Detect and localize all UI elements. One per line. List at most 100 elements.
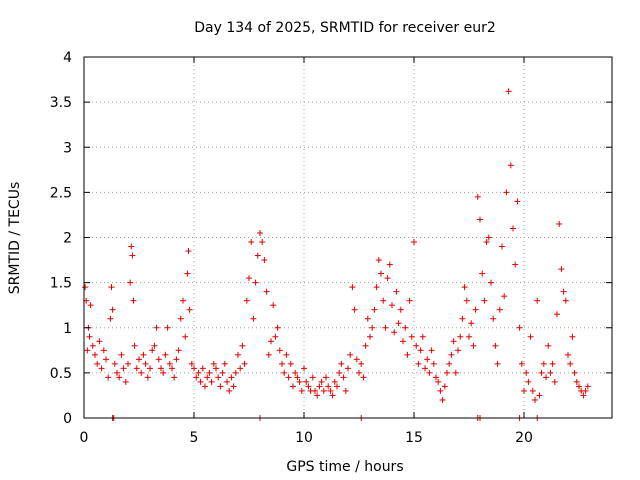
data-point: [136, 356, 142, 363]
data-point: [580, 392, 587, 399]
data-point: [259, 239, 266, 246]
data-point: [567, 360, 574, 367]
data-point: [122, 378, 129, 385]
data-point: [391, 329, 398, 336]
data-point: [492, 342, 499, 349]
data-point: [94, 360, 101, 367]
y-tick-label: 2.5: [50, 185, 72, 201]
data-point: [323, 374, 329, 381]
data-point: [263, 288, 270, 295]
data-point: [268, 338, 274, 345]
data-point: [100, 347, 107, 354]
data-point: [474, 193, 481, 200]
data-point: [274, 324, 281, 331]
data-point: [334, 383, 340, 390]
data-point: [483, 239, 490, 246]
data-point: [318, 378, 325, 385]
data-point: [257, 229, 263, 236]
data-point: [120, 365, 127, 372]
data-point: [358, 360, 365, 367]
data-point: [437, 387, 444, 394]
x-tick-label: 0: [80, 430, 89, 446]
data-point: [127, 279, 134, 286]
data-point: [441, 383, 448, 390]
data-point: [351, 306, 358, 313]
data-point: [400, 338, 406, 345]
data-point: [549, 360, 556, 367]
x-tick-label: 15: [405, 430, 423, 446]
data-points: [82, 88, 591, 421]
data-point: [118, 351, 125, 358]
data-point: [142, 360, 149, 367]
data-point: [250, 315, 257, 322]
data-point: [294, 374, 301, 381]
data-point: [131, 342, 138, 349]
data-point: [185, 248, 192, 255]
data-point: [232, 369, 239, 376]
data-point: [340, 374, 347, 381]
data-point: [448, 351, 455, 358]
data-point: [235, 351, 241, 358]
data-point: [296, 378, 303, 385]
data-point: [395, 320, 402, 327]
data-point: [426, 369, 433, 376]
data-point: [224, 378, 230, 385]
data-point: [536, 392, 543, 399]
data-point: [98, 365, 105, 372]
data-point: [485, 234, 492, 241]
data-point: [488, 279, 494, 286]
data-point: [411, 239, 417, 246]
data-point: [384, 275, 391, 282]
data-point: [210, 360, 217, 367]
data-point: [525, 378, 532, 385]
data-point: [534, 297, 541, 304]
data-point: [435, 378, 442, 385]
data-point: [375, 257, 382, 264]
data-point: [433, 374, 439, 381]
data-point: [503, 189, 510, 196]
data-point: [87, 302, 94, 309]
data-point: [452, 369, 459, 376]
data-point: [499, 243, 505, 250]
data-point: [301, 365, 307, 372]
data-point: [188, 360, 195, 367]
data-point: [116, 374, 123, 381]
data-point: [397, 306, 404, 313]
data-point: [325, 383, 332, 390]
data-point: [439, 396, 446, 403]
data-point: [382, 324, 389, 331]
data-point: [213, 365, 219, 372]
data-point: [516, 324, 523, 331]
data-point: [393, 288, 400, 295]
data-point: [175, 347, 182, 354]
data-point: [290, 383, 296, 390]
x-axis: 0 5 10 15 20: [80, 57, 533, 446]
data-point: [463, 297, 470, 304]
data-point: [521, 387, 527, 394]
data-point: [312, 387, 318, 394]
data-point: [92, 351, 98, 358]
data-point: [367, 333, 373, 340]
data-point: [177, 315, 184, 322]
data-point: [272, 333, 279, 340]
data-point: [140, 351, 147, 358]
data-point: [217, 383, 224, 390]
data-point: [406, 297, 413, 304]
data-point: [169, 365, 175, 372]
data-point: [329, 392, 336, 399]
data-point: [261, 257, 268, 264]
data-point: [430, 360, 437, 367]
data-point: [573, 378, 580, 385]
data-point: [246, 275, 252, 282]
data-point: [565, 351, 571, 358]
data-point: [193, 374, 200, 381]
grid: [84, 57, 612, 418]
data-point: [162, 351, 169, 358]
data-point: [455, 347, 461, 354]
data-point: [444, 369, 450, 376]
data-point: [496, 306, 503, 313]
data-point: [265, 351, 272, 358]
data-point: [450, 338, 457, 345]
data-point: [562, 297, 569, 304]
data-point: [386, 261, 393, 268]
